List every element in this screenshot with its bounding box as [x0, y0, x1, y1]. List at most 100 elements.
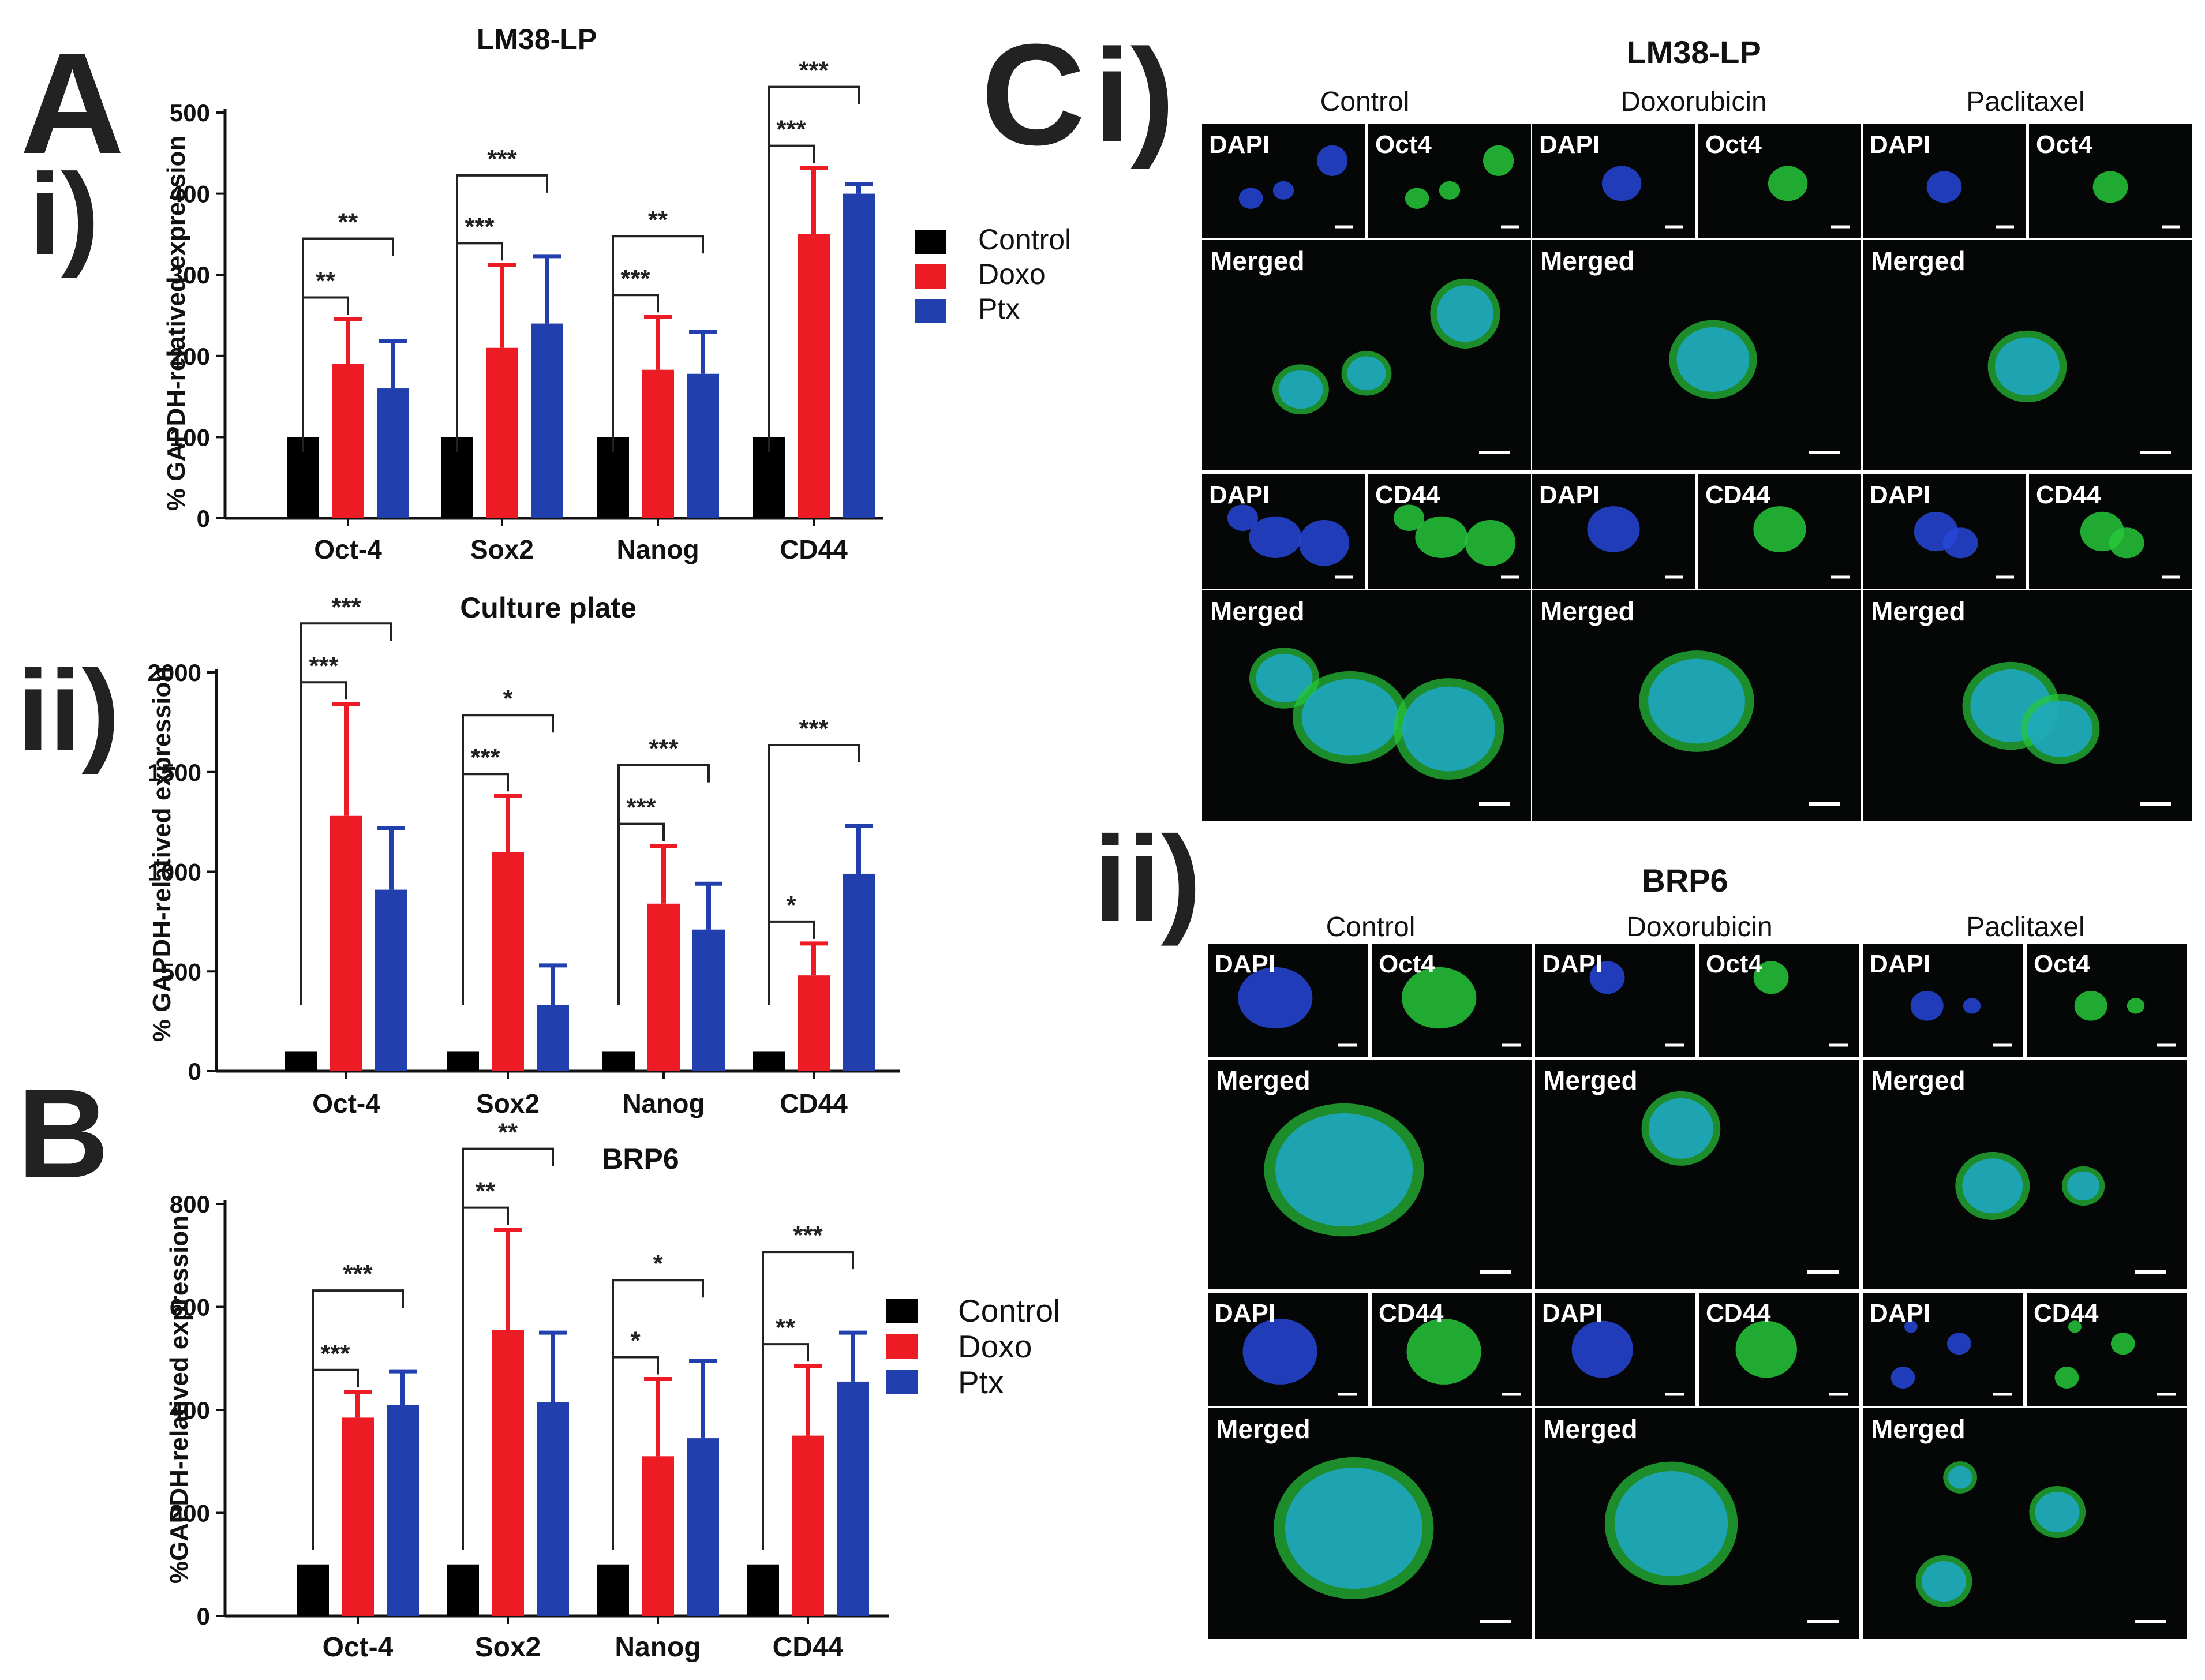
- significance-bracket: [302, 237, 394, 452]
- significance-label: ***: [799, 57, 829, 85]
- y-tick-label: 800: [170, 1191, 210, 1218]
- merged-cell: [1648, 658, 1745, 744]
- marker-signal: [2068, 1320, 2082, 1333]
- y-axis-label-aii: % GAPDH-relatived expression: [148, 667, 176, 1042]
- marker-signal: [1393, 504, 1425, 532]
- marker-signal: [1405, 188, 1429, 209]
- marker-signal: [1483, 145, 1514, 176]
- legend-swatch-ptx: [886, 1370, 918, 1394]
- significance-label: **: [776, 1314, 796, 1342]
- bar-control-oct-4: [297, 1564, 329, 1616]
- bar-doxo-nanog: [647, 903, 680, 1071]
- bar-doxo-nanog: [642, 1456, 674, 1616]
- merged-label: Merged: [1871, 246, 1966, 276]
- legend-a: Control Doxo Ptx: [915, 223, 1071, 325]
- merged-cell: [1922, 1561, 1966, 1602]
- channel-label: DAPI: [1542, 1299, 1603, 1327]
- bar-ptx-oct-4: [387, 1405, 419, 1616]
- dapi-nucleus: [1298, 519, 1350, 566]
- dapi-nucleus: [1317, 145, 1348, 176]
- legend-label-control: Control: [978, 223, 1071, 256]
- dapi-nucleus: [1589, 961, 1625, 994]
- merged-cell: [1437, 285, 1493, 342]
- marker-signal: [1402, 967, 1477, 1029]
- y-axis-label-ai: % GAPDH-relatived expression: [162, 136, 190, 511]
- dapi-nucleus: [1571, 1320, 1633, 1378]
- legend-label-ptx: Ptx: [958, 1364, 1004, 1400]
- merged-cell: [1962, 1158, 2023, 1214]
- significance-bracket: [312, 1289, 404, 1550]
- channel-label: CD44: [2034, 1299, 2099, 1327]
- significance-label: ***: [649, 735, 679, 763]
- dapi-nucleus: [1238, 967, 1313, 1029]
- x-tick-label: Sox2: [475, 1632, 541, 1663]
- significance-bracket: [762, 1251, 854, 1550]
- merged-label: Merged: [1543, 1414, 1638, 1444]
- dapi-image: [1535, 944, 1695, 1057]
- merged-cell: [1648, 1098, 1713, 1159]
- dapi-nucleus: [1963, 998, 1981, 1014]
- merged-label: Merged: [1216, 1065, 1311, 1095]
- legend-label-control: Control: [958, 1293, 1060, 1329]
- dapi-nucleus: [1272, 181, 1294, 200]
- dapi-nucleus: [1890, 1367, 1915, 1389]
- marker-image: [1699, 944, 1859, 1057]
- merged-cell: [1402, 686, 1495, 772]
- channel-label: Oct4: [1705, 130, 1762, 159]
- channel-label: DAPI: [1215, 950, 1275, 978]
- panel-letter-a-i: i): [29, 150, 99, 279]
- dapi-nucleus: [1926, 171, 1962, 203]
- panel-letter-a: A: [20, 23, 125, 184]
- significance-label: ***: [793, 1221, 823, 1249]
- y-tick-label: 100: [170, 424, 210, 451]
- marker-signal: [1406, 1318, 1481, 1385]
- dapi-nucleus: [1238, 188, 1263, 209]
- significance-label: ***: [320, 1339, 350, 1368]
- channel-label: CD44: [1375, 481, 1440, 509]
- significance-label: ***: [470, 743, 500, 772]
- dapi-nucleus: [1601, 166, 1642, 201]
- legend-swatch-doxo: [915, 264, 946, 289]
- significance-bracket: [612, 1279, 704, 1550]
- significance-bracket: [768, 744, 860, 1005]
- panel-letter-b: B: [17, 1062, 109, 1204]
- y-tick-label: 200: [170, 343, 210, 370]
- x-tick-label: CD44: [780, 1088, 848, 1118]
- column-header-control: Control: [1320, 87, 1410, 117]
- legend-label-doxo: Doxo: [958, 1329, 1032, 1364]
- legend-swatch-control: [915, 230, 946, 254]
- dapi-nucleus: [1904, 1320, 1918, 1333]
- bar-ptx-nanog: [687, 1438, 719, 1616]
- significance-bracket: [462, 714, 554, 1005]
- micrograph-title-i: LM38-LP: [1626, 34, 1761, 70]
- significance-label: *: [786, 891, 796, 919]
- channel-label: DAPI: [1542, 950, 1603, 978]
- dapi-nucleus: [1587, 506, 1640, 552]
- channel-label: Oct4: [1375, 130, 1432, 159]
- channel-label: Oct4: [2034, 950, 2090, 978]
- bar-doxo-oct-4: [342, 1417, 374, 1616]
- bar-doxo-sox2: [492, 1330, 524, 1616]
- column-header-doxorubicin: Doxorubicin: [1620, 87, 1766, 117]
- bar-ptx-sox2: [537, 1402, 569, 1616]
- merged-cell: [1256, 654, 1313, 702]
- significance-label: ***: [776, 115, 806, 144]
- dapi-image: [1863, 1293, 2023, 1406]
- column-header-doxorubicin: Doxorubicin: [1626, 912, 1772, 942]
- panel-letter-c: C: [981, 14, 1085, 175]
- bar-ptx-cd44: [843, 193, 875, 519]
- channel-label: DAPI: [1539, 481, 1600, 509]
- channel-label: DAPI: [1209, 481, 1270, 509]
- bar-ptx-sox2: [537, 1005, 569, 1071]
- micrograph-grid-ii: DAPI Oct4 Merged DAPI Oct4 Merged DAPI Oct4 Merg…: [1208, 944, 2187, 1639]
- y-tick-label: 300: [170, 261, 210, 289]
- bar-doxo-cd44: [792, 1435, 824, 1616]
- legend-swatch-doxo: [886, 1334, 918, 1359]
- y-tick-label: 0: [188, 1058, 201, 1085]
- merged-label: Merged: [1540, 596, 1635, 626]
- dapi-nucleus: [1242, 1318, 1317, 1385]
- legend-label-doxo: Doxo: [978, 258, 1046, 290]
- bar-ptx-sox2: [531, 323, 563, 518]
- marker-signal: [1753, 506, 1806, 552]
- bar-control-nanog: [602, 1051, 635, 1071]
